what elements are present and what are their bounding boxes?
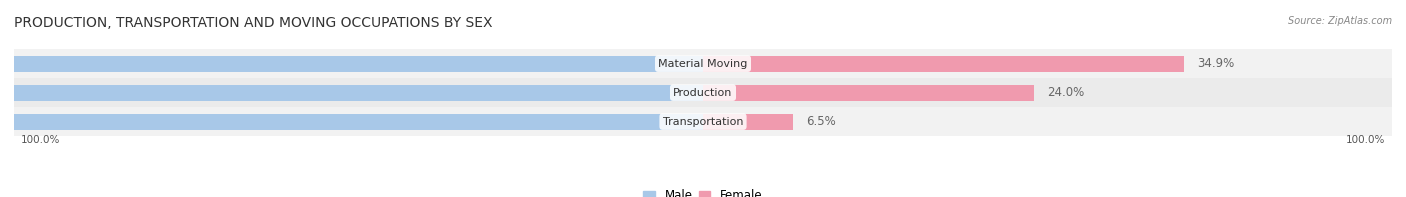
Text: 100.0%: 100.0% [1346, 135, 1385, 145]
Bar [703, 56, 1184, 72]
Bar [0, 85, 703, 100]
Bar [14, 49, 1392, 78]
Text: 100.0%: 100.0% [21, 135, 60, 145]
Legend: Male, Female: Male, Female [638, 184, 768, 197]
Text: Production: Production [673, 88, 733, 98]
Text: 6.5%: 6.5% [807, 115, 837, 128]
Bar [703, 85, 1033, 100]
Bar [14, 78, 1392, 107]
Text: PRODUCTION, TRANSPORTATION AND MOVING OCCUPATIONS BY SEX: PRODUCTION, TRANSPORTATION AND MOVING OC… [14, 16, 492, 30]
Text: Source: ZipAtlas.com: Source: ZipAtlas.com [1288, 16, 1392, 26]
Text: Transportation: Transportation [662, 117, 744, 126]
Text: 34.9%: 34.9% [1198, 57, 1234, 70]
Bar [14, 107, 1392, 136]
Bar [0, 114, 703, 130]
Bar [703, 114, 793, 130]
Text: 24.0%: 24.0% [1047, 86, 1084, 99]
Bar [0, 56, 703, 72]
Text: Material Moving: Material Moving [658, 59, 748, 69]
